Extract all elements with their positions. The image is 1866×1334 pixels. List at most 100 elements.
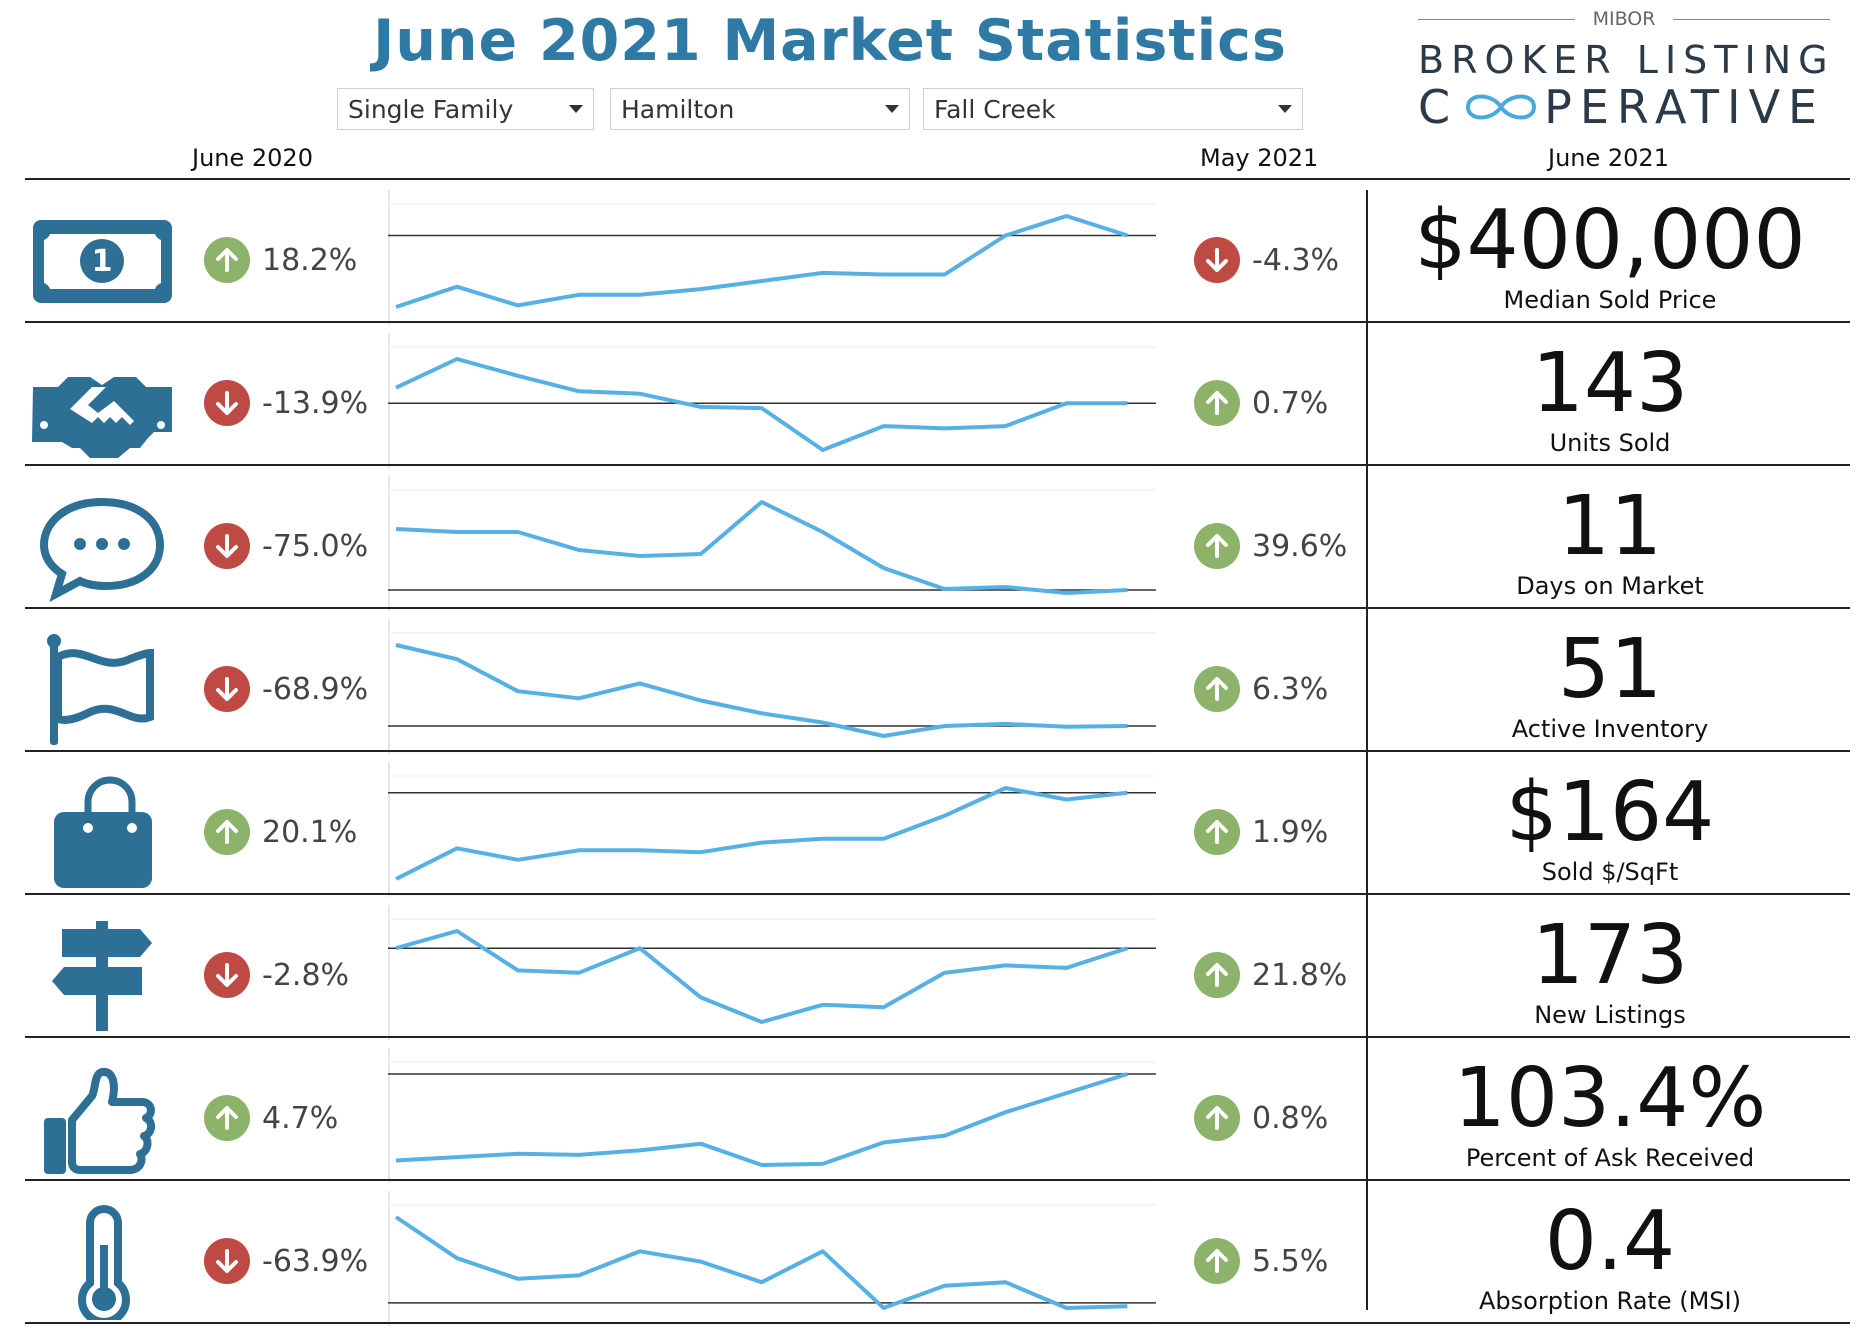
arrow-up-icon <box>1194 1095 1240 1141</box>
metric-row: 4.7% 0.8% 103.4% Percent of Ask Received <box>0 1048 1866 1191</box>
yoy-change: -13.9% <box>204 380 368 426</box>
arrow-down-icon <box>204 952 250 998</box>
yoy-change: 18.2% <box>204 237 357 283</box>
metric-value: 173 <box>1531 908 1689 1003</box>
yoy-change: 4.7% <box>204 1095 338 1141</box>
metric-label: Days on Market <box>1516 572 1704 600</box>
yoy-change-value: 4.7% <box>262 1100 339 1136</box>
signpost-icon <box>30 919 175 1034</box>
yoy-change: -75.0% <box>204 523 368 569</box>
handshake-icon <box>30 347 175 462</box>
mom-change: 6.3% <box>1194 666 1328 712</box>
metric-row: 20.1% 1.9% $164 Sold $/SqFt <box>0 762 1866 905</box>
yoy-change: 20.1% <box>204 809 357 855</box>
arrow-up-icon <box>1194 809 1240 855</box>
row-divider <box>25 1179 1850 1181</box>
metric-value: 103.4% <box>1453 1051 1767 1146</box>
sparkline-series <box>395 1072 1128 1167</box>
county-value: Hamilton <box>621 94 735 124</box>
sparkline-series <box>394 1215 1128 1310</box>
metric-value: 0.4 <box>1544 1194 1676 1289</box>
mom-change: -4.3% <box>1194 237 1339 283</box>
sparkline-series <box>395 786 1128 881</box>
arrow-up-icon <box>1194 523 1240 569</box>
trend-sparkline <box>388 190 1156 325</box>
arrow-down-icon <box>204 380 250 426</box>
trend-sparkline <box>388 476 1156 611</box>
arrow-up-icon <box>1194 952 1240 998</box>
chevron-down-icon <box>1278 105 1292 113</box>
trend-sparkline <box>388 1048 1156 1183</box>
metric-row: -68.9% 6.3% 51 Active Inventory <box>0 619 1866 762</box>
arrow-up-icon <box>1194 666 1240 712</box>
metric-value: $164 <box>1505 765 1715 860</box>
arrow-up-icon <box>1194 1238 1240 1284</box>
township-dropdown[interactable]: Fall Creek <box>923 88 1303 130</box>
metric-row: -63.9% 5.5% 0.4 Absorption Rate (MSI) <box>0 1191 1866 1334</box>
mom-change: 0.8% <box>1194 1095 1328 1141</box>
chat-icon <box>30 490 175 605</box>
thumbs-up-icon <box>30 1062 175 1177</box>
sparkline-series <box>395 357 1128 452</box>
money-icon: 1 <box>30 204 175 319</box>
metric-label: Median Sold Price <box>1503 286 1717 314</box>
row-divider <box>25 750 1850 752</box>
yoy-change-value: 18.2% <box>262 242 358 278</box>
header-divider <box>25 178 1850 180</box>
logo-line1: BROKER LISTING <box>1418 38 1835 82</box>
mom-change-value: 21.8% <box>1252 957 1348 993</box>
sparkline-series <box>395 214 1129 309</box>
property-type-dropdown[interactable]: Single Family <box>337 88 594 130</box>
yoy-change-value: 20.1% <box>262 814 358 850</box>
yoy-change: -63.9% <box>204 1238 368 1284</box>
row-divider <box>25 607 1850 609</box>
col-current-header: June 2021 <box>1548 144 1669 172</box>
infinity-loop-icon <box>1466 94 1537 120</box>
trend-sparkline <box>388 905 1156 1040</box>
yoy-change-value: -75.0% <box>262 528 369 564</box>
metric-value: 51 <box>1557 622 1663 717</box>
row-divider <box>25 1036 1850 1038</box>
logo-mibor-text: MIBOR <box>1592 8 1656 30</box>
logo-line2: C PERATIVE <box>1418 80 1826 134</box>
flag-icon <box>30 633 175 748</box>
county-dropdown[interactable]: Hamilton <box>610 88 910 130</box>
arrow-down-icon <box>204 1238 250 1284</box>
mom-change: 21.8% <box>1194 952 1347 998</box>
mom-change-value: 0.8% <box>1252 1100 1329 1136</box>
chevron-down-icon <box>885 105 899 113</box>
metric-label: Sold $/SqFt <box>1541 858 1679 886</box>
metric-row: -13.9% 0.7% 143 Units Sold <box>0 333 1866 476</box>
mom-change-value: 5.5% <box>1252 1243 1329 1279</box>
mom-change-value: 39.6% <box>1252 528 1348 564</box>
trend-sparkline <box>388 762 1156 897</box>
trend-sparkline <box>388 1191 1156 1326</box>
sparkline-series <box>395 643 1128 738</box>
arrow-up-icon <box>1194 380 1240 426</box>
arrow-up-icon <box>204 1095 250 1141</box>
metric-label: Units Sold <box>1549 429 1671 457</box>
metric-label: Percent of Ask Received <box>1465 1144 1755 1172</box>
broker-listing-cooperative-logo: MIBOR BROKER LISTING C PERATIVE <box>1418 8 1835 134</box>
mom-change: 39.6% <box>1194 523 1347 569</box>
metric-row: -75.0% 39.6% 11 Days on Market <box>0 476 1866 619</box>
sparkline-series <box>395 500 1128 595</box>
page-title: June 2021 Market Statistics <box>373 8 1287 74</box>
row-divider <box>25 893 1850 895</box>
row-divider <box>25 321 1850 323</box>
arrow-down-icon <box>204 666 250 712</box>
township-value: Fall Creek <box>934 94 1056 124</box>
yoy-change-value: -13.9% <box>262 385 369 421</box>
trend-sparkline <box>388 619 1156 754</box>
metric-label: Active Inventory <box>1511 715 1709 743</box>
mom-change-value: 6.3% <box>1252 671 1329 707</box>
trend-sparkline <box>388 333 1156 468</box>
arrow-up-icon <box>204 809 250 855</box>
yoy-change-value: -63.9% <box>262 1243 369 1279</box>
yoy-change-value: -2.8% <box>262 957 350 993</box>
metric-label: New Listings <box>1534 1001 1686 1029</box>
sparkline-series <box>395 929 1129 1024</box>
mom-change-value: 0.7% <box>1252 385 1329 421</box>
metric-label: Absorption Rate (MSI) <box>1479 1287 1741 1315</box>
property-type-value: Single Family <box>348 94 514 124</box>
